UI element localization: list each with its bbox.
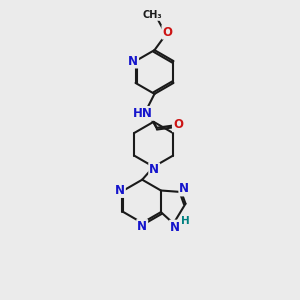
Text: N: N (149, 163, 159, 176)
Text: N: N (170, 220, 180, 234)
Text: CH₃: CH₃ (142, 10, 162, 20)
Text: N: N (179, 182, 189, 196)
Text: N: N (128, 55, 138, 68)
Text: H: H (181, 215, 189, 226)
Text: O: O (173, 118, 183, 131)
Text: HN: HN (133, 107, 153, 120)
Text: O: O (162, 26, 172, 39)
Text: N: N (137, 220, 147, 233)
Text: N: N (115, 184, 125, 197)
